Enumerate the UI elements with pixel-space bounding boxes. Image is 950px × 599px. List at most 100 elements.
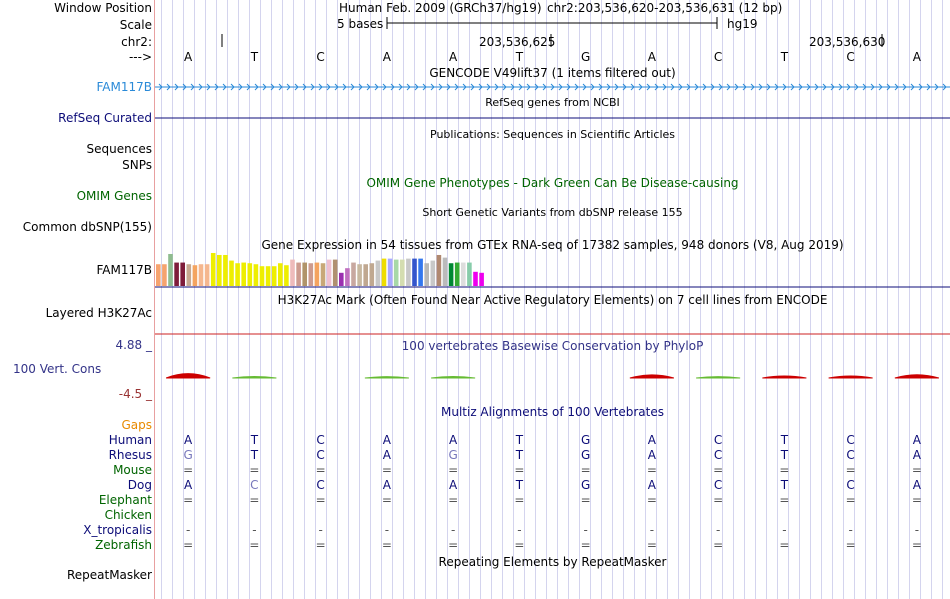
gtex-tissue-bar[interactable] (381, 258, 387, 286)
gtex-tissue-bar[interactable] (339, 272, 344, 286)
gtex-tissue-bar[interactable] (424, 263, 429, 286)
multiz-species-label[interactable]: Elephant (98, 493, 152, 507)
gtex-tissue-bar[interactable] (265, 266, 271, 286)
multiz-species-label[interactable]: Dog (127, 478, 152, 492)
gtex-tissue-bar[interactable] (314, 262, 320, 286)
h3k27ac-signal-line[interactable] (155, 333, 950, 337)
strand-chevron (206, 83, 211, 91)
gtex-tissue-bar[interactable] (210, 253, 216, 286)
gtex-tissue-bar[interactable] (180, 262, 185, 286)
gtex-tissue-bar[interactable] (162, 264, 167, 286)
multiz-species-label[interactable]: Human (108, 433, 152, 447)
cons-max-label: 4.88 _ (115, 338, 152, 352)
gtex-tissue-bar[interactable] (363, 264, 368, 286)
gtex-track-label[interactable]: FAM117B (96, 263, 153, 277)
multiz-species-label[interactable]: Rhesus (108, 448, 152, 462)
gaps-track-label[interactable]: Gaps (121, 418, 152, 432)
multiz-species-label[interactable]: X_tropicalis (83, 523, 152, 537)
gtex-tissue-bar[interactable] (345, 268, 350, 286)
gtex-tissue-bar[interactable] (351, 262, 356, 286)
cons-score-mark[interactable] (762, 375, 807, 379)
gtex-tissue-bar[interactable] (393, 259, 399, 286)
gtex-tissue-bar[interactable] (192, 265, 198, 286)
cons-score-mark[interactable] (232, 375, 277, 379)
gtex-tissue-bar[interactable] (326, 259, 332, 286)
repeatmasker-track-label[interactable]: RepeatMasker (66, 568, 152, 582)
multiz-species-label[interactable]: Zebrafish (95, 538, 152, 552)
gtex-tissue-bar[interactable] (174, 262, 179, 286)
gtex-tissue-bar[interactable] (198, 264, 204, 286)
cons-score-mark[interactable] (894, 374, 940, 379)
strand-chevron (662, 83, 667, 91)
gtex-tissue-bar[interactable] (400, 259, 405, 286)
gtex-tissue-bar[interactable] (387, 258, 393, 286)
gtex-tissue-bar[interactable] (253, 264, 259, 286)
gtex-tissue-bar[interactable] (454, 262, 460, 286)
cons-score-mark[interactable] (364, 376, 409, 379)
refseq-track-label[interactable]: RefSeq Curated (58, 111, 152, 125)
gtex-tissue-bar[interactable] (473, 271, 478, 286)
strand-chevron (190, 83, 195, 91)
cons-score-mark[interactable] (165, 373, 211, 379)
gtex-tissue-bar[interactable] (296, 262, 301, 286)
gtex-tissue-bar[interactable] (461, 262, 466, 286)
multiz-base: A (647, 448, 656, 462)
multiz-species-label[interactable]: Mouse (113, 463, 152, 477)
gridline (590, 0, 591, 599)
gtex-tissue-bar[interactable] (320, 263, 326, 286)
refseq-gene-line[interactable] (155, 116, 950, 120)
gtex-tissue-bar[interactable] (412, 258, 417, 286)
gtex-tissue-bar[interactable] (204, 264, 210, 286)
cons-score-mark[interactable] (828, 375, 873, 379)
gtex-tissue-bar[interactable] (223, 254, 228, 286)
gtex-tissue-bar[interactable] (302, 262, 307, 286)
gtex-tissue-bar[interactable] (271, 266, 277, 286)
gtex-tissue-bar[interactable] (278, 263, 283, 286)
cons-plot[interactable] (155, 360, 950, 390)
publications-track-title: Publications: Sequences in Scientific Ar… (430, 128, 675, 141)
gtex-tissue-bar[interactable] (436, 254, 442, 286)
scale-label[interactable]: Scale (119, 18, 152, 32)
gtex-tissue-bar[interactable] (229, 260, 234, 286)
gtex-tissue-bar[interactable] (418, 258, 423, 286)
gtex-tissue-bar[interactable] (241, 262, 246, 286)
gridline (293, 0, 294, 599)
gtex-tissue-bar[interactable] (369, 263, 375, 286)
gtex-tissue-bar[interactable] (259, 266, 265, 286)
gtex-tissue-bar[interactable] (430, 260, 436, 286)
gtex-tissue-bar[interactable] (217, 254, 222, 286)
gtex-tissue-bar[interactable] (284, 265, 289, 286)
gtex-tissue-bar[interactable] (308, 263, 314, 286)
strand-chevron (382, 83, 387, 91)
gtex-tissue-bar[interactable] (235, 263, 240, 286)
omim-track-label[interactable]: OMIM Genes (76, 189, 152, 203)
gtex-tissue-bar[interactable] (186, 264, 192, 286)
gtex-tissue-bar[interactable] (467, 262, 472, 286)
cons-score-mark[interactable] (431, 375, 476, 379)
gtex-tissue-bar[interactable] (479, 272, 484, 286)
multiz-species-label[interactable]: Chicken (104, 508, 152, 522)
gencode-gene-glyph[interactable] (155, 81, 950, 93)
cons-score-mark[interactable] (696, 376, 741, 379)
gtex-tissue-bar[interactable] (406, 258, 411, 286)
strand-arrow-label[interactable]: ---> (128, 50, 152, 64)
gtex-tissue-bar[interactable] (448, 263, 454, 286)
gtex-tissue-bar[interactable] (290, 259, 295, 286)
cons-track-label[interactable]: 100 Vert. Cons (13, 362, 102, 376)
gtex-tissue-bar[interactable] (332, 259, 338, 286)
gtex-tissue-bar[interactable] (375, 260, 381, 286)
gtex-tissue-bar[interactable] (156, 264, 161, 286)
sequences-track-label[interactable]: Sequences (86, 142, 152, 156)
h3k27ac-track-title: H3K27Ac Mark (Often Found Near Active Re… (277, 293, 828, 307)
gtex-tissue-bar[interactable] (168, 253, 173, 286)
gencode-track-label[interactable]: FAM117B (96, 80, 153, 94)
gtex-bar-chart[interactable] (155, 252, 950, 288)
h3k27ac-track-label[interactable]: Layered H3K27Ac (45, 306, 152, 320)
gtex-tissue-bar[interactable] (442, 257, 448, 286)
strand-chevron (830, 83, 835, 91)
dbsnp-track-label[interactable]: Common dbSNP(155) (22, 220, 152, 234)
gtex-tissue-bar[interactable] (247, 263, 253, 286)
snps-track-label[interactable]: SNPs (122, 158, 152, 172)
cons-score-mark[interactable] (629, 374, 675, 379)
gtex-tissue-bar[interactable] (357, 264, 362, 286)
